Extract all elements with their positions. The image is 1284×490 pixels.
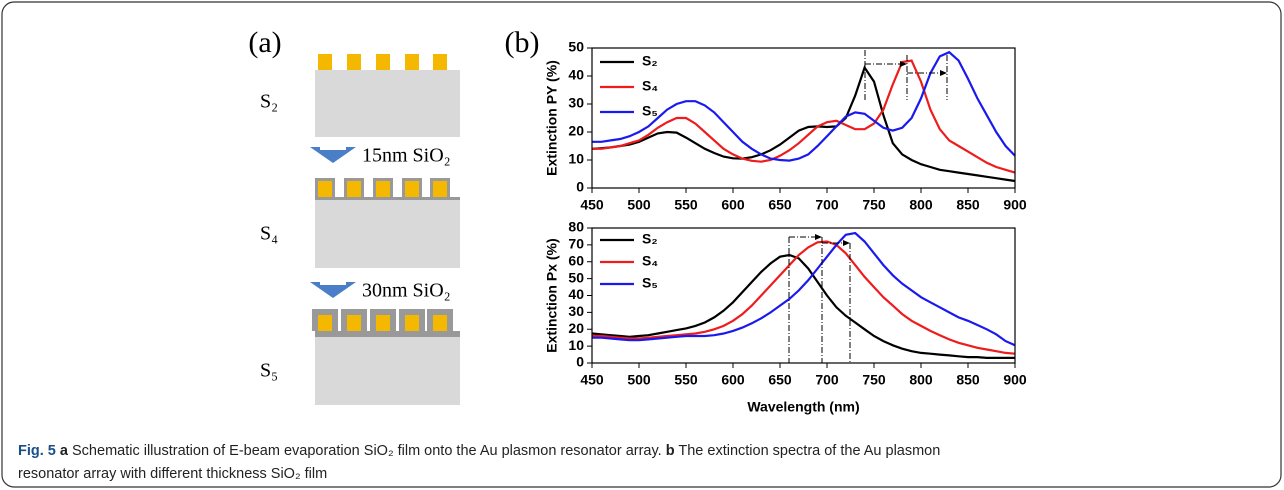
resonator (433, 54, 447, 70)
resonator (433, 181, 447, 197)
resonator (376, 315, 390, 331)
y-tick-label: 40 (568, 67, 584, 83)
resonator (347, 181, 361, 197)
y-axis-label: Extinction Px (%) (544, 238, 560, 352)
x-tick-label: 800 (909, 372, 933, 388)
legend-label: S₄ (642, 78, 658, 94)
y-tick-label: 60 (568, 252, 584, 268)
x-tick-label: 900 (1003, 197, 1027, 213)
stage-label: S₄ (260, 223, 278, 245)
coating (315, 197, 460, 200)
x-tick-label: 450 (580, 197, 604, 213)
legend-label: S₅ (642, 103, 658, 119)
y-tick-label: 30 (568, 303, 584, 319)
resonator (318, 181, 332, 197)
series-line (591, 65, 1016, 183)
y-tick-label: 50 (568, 39, 584, 55)
y-tick-label: 10 (568, 151, 584, 167)
resonator (376, 54, 390, 70)
caption-text: Schematic illustration of E-beam evapora… (72, 443, 662, 459)
caption-part: b (666, 443, 675, 459)
x-tick-label: 700 (815, 197, 839, 213)
x-tick-label: 850 (956, 197, 980, 213)
arrow (310, 147, 356, 163)
stage-label: S₂ (260, 91, 278, 113)
y-tick-label: 70 (568, 236, 584, 252)
resonators (312, 54, 460, 337)
y-tick-label: 0 (576, 354, 584, 370)
x-tick-label: 650 (768, 197, 792, 213)
y-tick-label: 80 (568, 219, 584, 235)
y-tick-label: 20 (568, 320, 584, 336)
x-tick-label: 800 (909, 197, 933, 213)
x-tick-label: 550 (674, 197, 698, 213)
plot-frame (591, 47, 1016, 189)
x-tick-label: 850 (956, 372, 980, 388)
x-axis-label: Wavelength (nm) (747, 399, 859, 415)
caption-text: The extinction spectra of the Au plasmon (678, 443, 940, 459)
caption-text: resonator array with different thickness… (18, 466, 327, 482)
step-label: 30nm SiO₂ (362, 280, 451, 302)
resonator (405, 315, 419, 331)
resonator (347, 315, 361, 331)
plot-frame (591, 227, 1016, 364)
panel-label: (a) (248, 26, 281, 59)
resonator (318, 54, 332, 70)
substrate (315, 70, 460, 137)
panel-label: (b) (505, 26, 540, 59)
x-tick-label: 900 (1003, 372, 1027, 388)
x-tick-label: 500 (627, 197, 651, 213)
substrate (315, 337, 460, 405)
step-label: 15nm SiO₂ (362, 145, 451, 167)
series-line (591, 253, 1015, 359)
caption: Fig. 5 a Schematic illustration of E-bea… (18, 443, 940, 482)
arrow (310, 282, 356, 298)
shift-markers (788, 50, 948, 363)
series-line (592, 50, 1016, 162)
legend-label: S₅ (642, 275, 658, 291)
x-tick-label: 650 (768, 372, 792, 388)
resonator (347, 54, 361, 70)
resonator (405, 181, 419, 197)
y-tick-label: 30 (568, 95, 584, 111)
series-line (592, 231, 1016, 347)
svg-text:Fig. 5 a Schematic illustratio: Fig. 5 a Schematic illustration of E-bea… (18, 443, 940, 459)
series-line (592, 59, 1016, 174)
arrowheads (815, 61, 947, 246)
x-tick-label: 750 (862, 197, 886, 213)
y-axis-label: Extinction PY (%) (544, 60, 560, 176)
series-line (592, 240, 1016, 355)
y-tick-label: 0 (576, 179, 584, 195)
resonator (433, 315, 447, 331)
stage-label: S₅ (260, 360, 278, 382)
y-tick-label: 40 (568, 286, 584, 302)
x-tick-label: 700 (815, 372, 839, 388)
x-tick-label: 500 (627, 372, 651, 388)
resonator (405, 54, 419, 70)
x-tick-label: 450 (580, 372, 604, 388)
schematic: (a) S₂ S₄ S₅ 15nm SiO₂ 30nm SiO₂ (248, 26, 460, 405)
y-tick-label: 20 (568, 123, 584, 139)
y-tick-label: 50 (568, 269, 584, 285)
legend-label: S₂ (642, 231, 658, 247)
coating (315, 331, 460, 337)
substrate (315, 200, 460, 268)
x-tick-label: 550 (674, 372, 698, 388)
legend-label: S₂ (642, 53, 658, 69)
y-tick-label: 10 (568, 337, 584, 353)
x-tick-label: 750 (862, 372, 886, 388)
resonator (376, 181, 390, 197)
resonator (318, 315, 332, 331)
legend-label: S₄ (642, 253, 658, 269)
x-tick-label: 600 (721, 372, 745, 388)
caption-label: Fig. 5 (18, 443, 56, 459)
caption-part: a (60, 443, 69, 459)
x-tick-label: 600 (721, 197, 745, 213)
